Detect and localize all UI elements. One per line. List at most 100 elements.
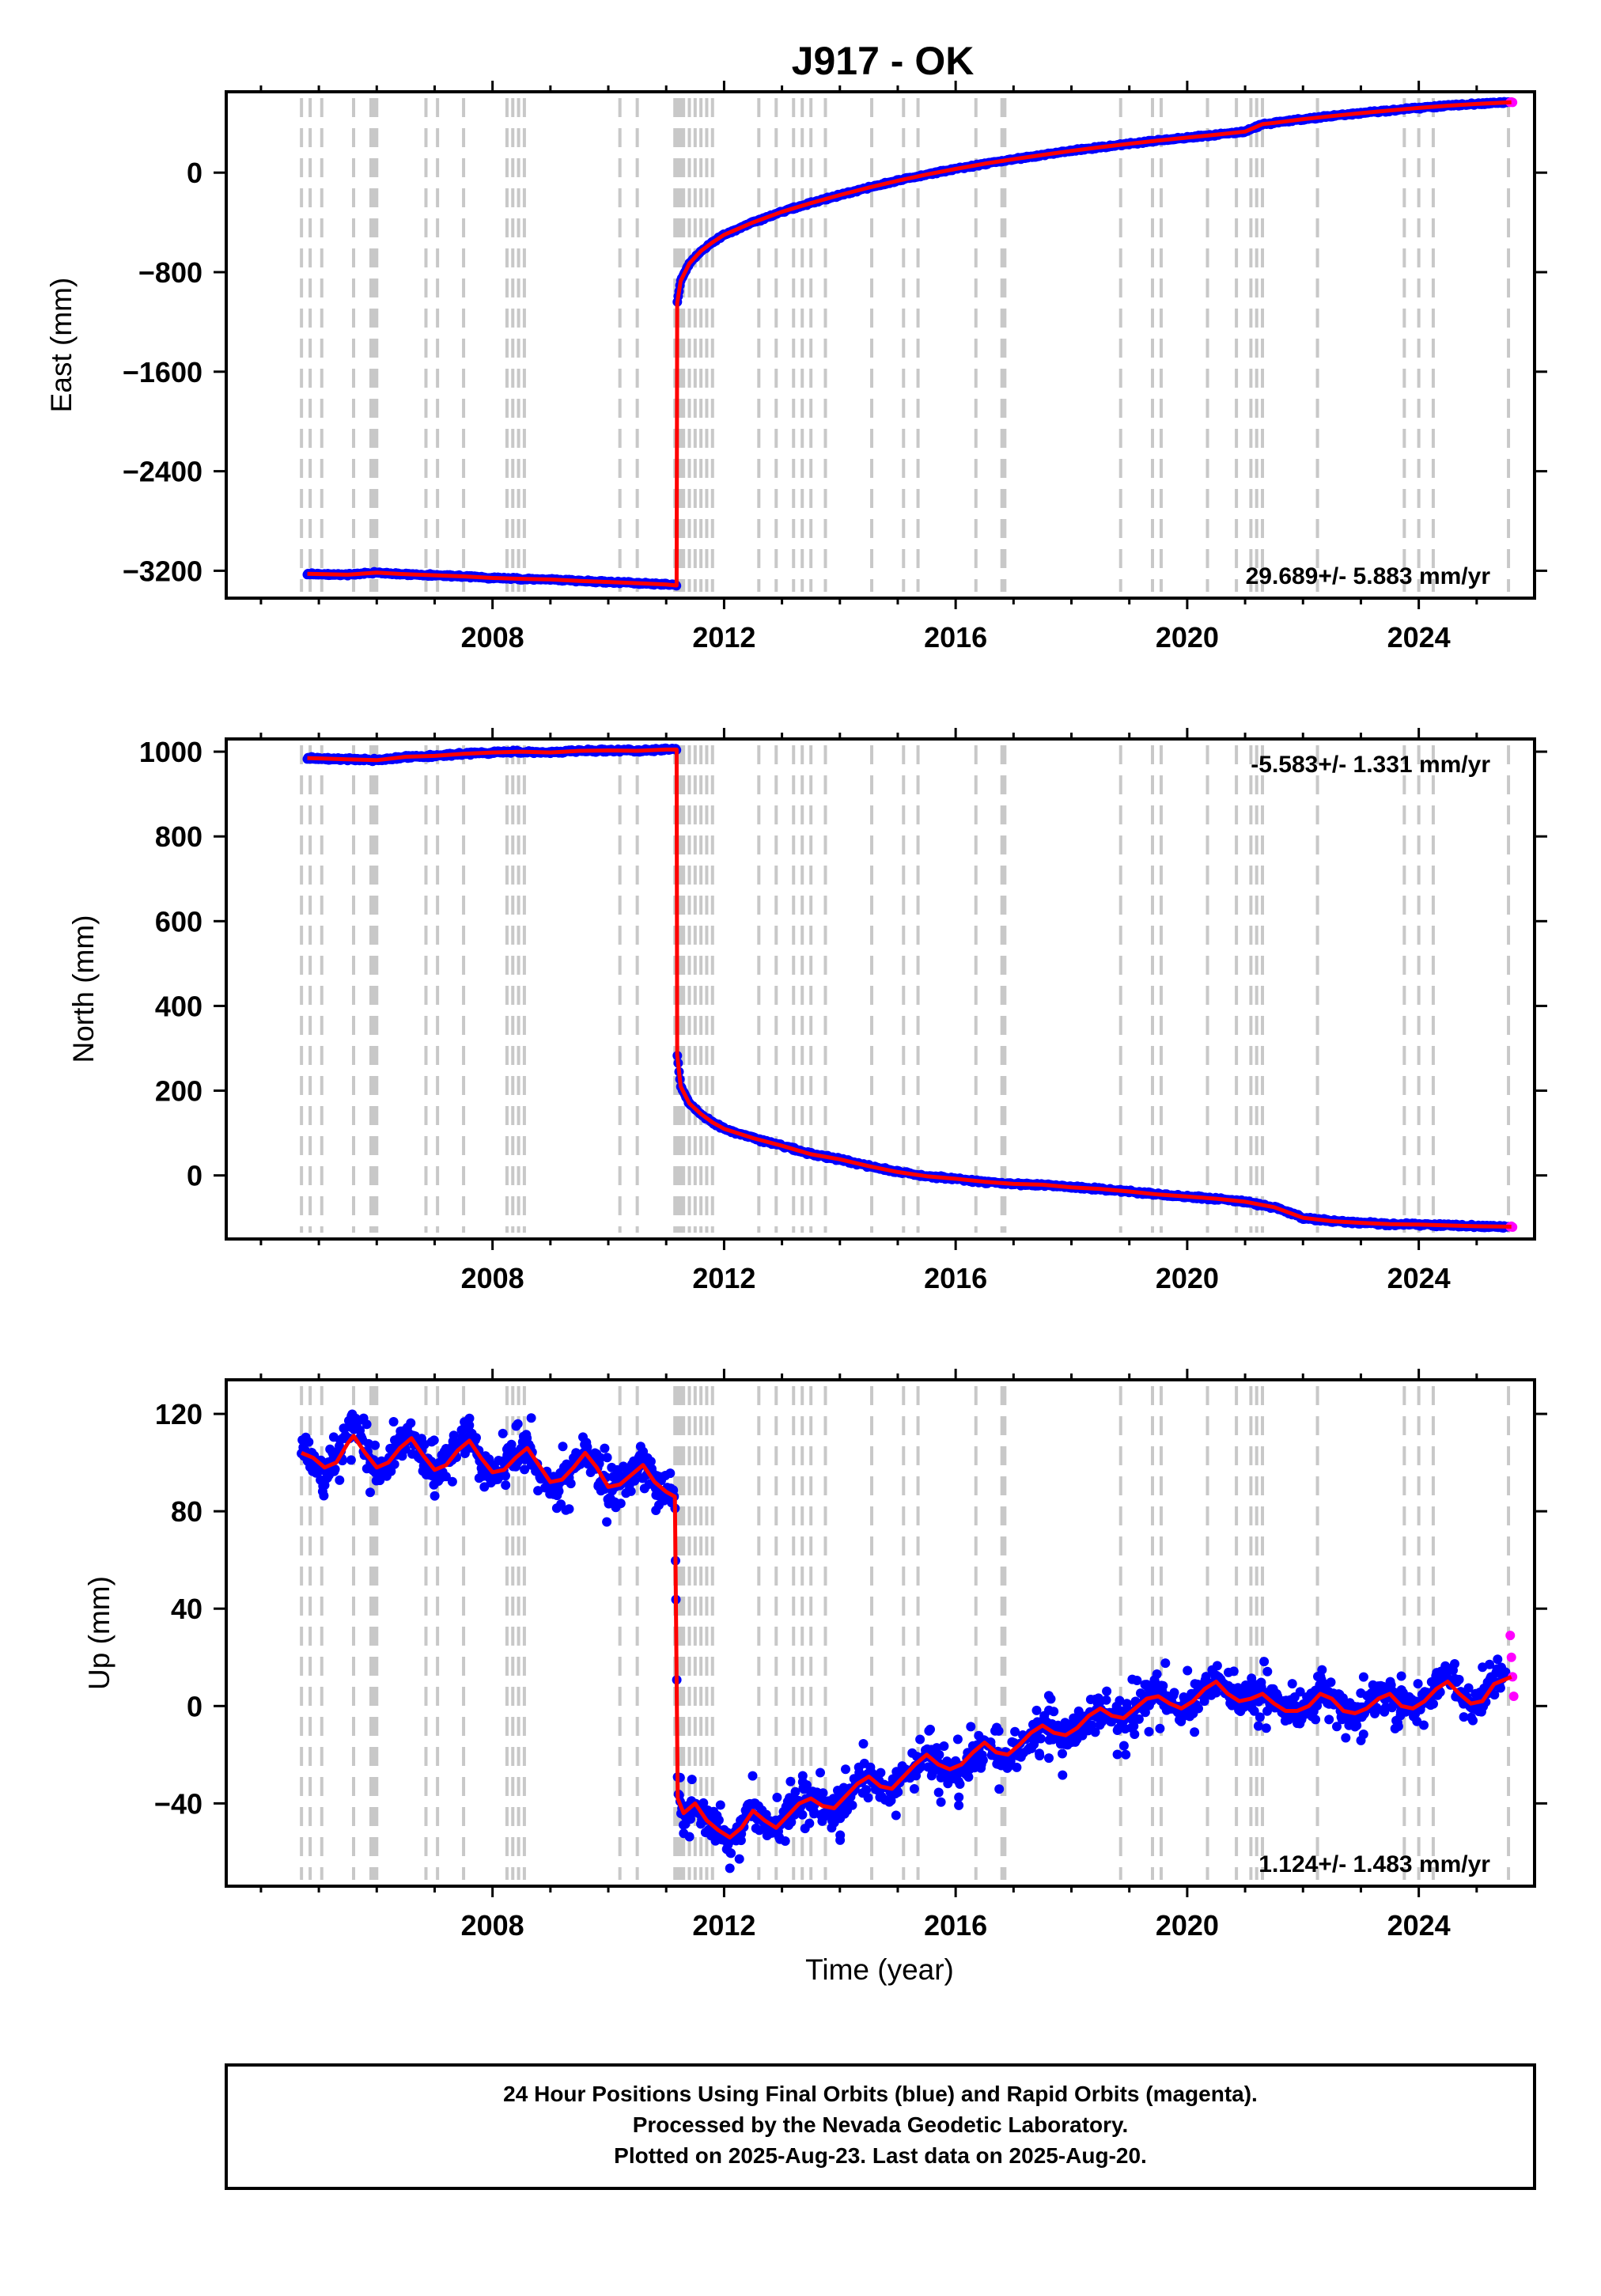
- y-tick-label: 800: [155, 820, 202, 853]
- plot-frame: [225, 90, 1536, 600]
- data-point: [704, 1806, 714, 1817]
- data-point: [365, 1487, 375, 1498]
- data-point: [954, 1776, 963, 1786]
- data-point: [725, 1863, 735, 1874]
- data-point: [772, 1792, 782, 1802]
- data-point: [638, 1473, 648, 1483]
- data-point: [853, 1762, 864, 1772]
- model-fit-line: [301, 1434, 1512, 1839]
- y-tick-label: −3200: [123, 555, 202, 587]
- data-point: [766, 1828, 775, 1838]
- data-point: [1058, 1770, 1068, 1780]
- data-point: [916, 1762, 926, 1771]
- data-point: [734, 1854, 744, 1864]
- data-point: [370, 1440, 380, 1450]
- data-point: [1495, 1683, 1505, 1693]
- data-point: [614, 1472, 624, 1483]
- data-point: [551, 1503, 562, 1514]
- data-point: [555, 1468, 566, 1478]
- data-point: [1454, 1674, 1464, 1684]
- data-point: [971, 1756, 982, 1766]
- data-point: [1121, 1749, 1131, 1760]
- data-point: [602, 1453, 612, 1463]
- x-tick-label: 2008: [461, 1262, 524, 1294]
- x-tick-label: 2020: [1156, 1909, 1219, 1942]
- data-point: [1358, 1672, 1368, 1682]
- rate-label: 29.689+/- 5.883 mm/yr: [1246, 563, 1491, 589]
- data-point: [863, 1793, 873, 1803]
- data-point: [1262, 1706, 1272, 1716]
- data-point: [1501, 1667, 1511, 1677]
- x-tick-label: 2012: [692, 1909, 755, 1942]
- data-point: [1169, 1688, 1179, 1698]
- data-point: [909, 1784, 919, 1794]
- y-tick-label: 1000: [139, 736, 202, 768]
- data-point: [600, 1443, 610, 1453]
- data-point: [1183, 1665, 1193, 1676]
- data-point: [1413, 1679, 1423, 1689]
- x-tick-label: 2024: [1387, 1909, 1451, 1942]
- data-point: [1419, 1720, 1429, 1730]
- data-point: [818, 1788, 828, 1798]
- data-point: [736, 1836, 746, 1846]
- data-point: [1396, 1671, 1406, 1681]
- footer-line-3: Plotted on 2025-Aug-23. Last data on 202…: [614, 2143, 1147, 2168]
- x-tick-label: 2020: [1156, 621, 1219, 654]
- data-point: [1284, 1714, 1294, 1725]
- data-point: [847, 1800, 857, 1810]
- data-point: [1253, 1721, 1263, 1731]
- data-point: [501, 1480, 511, 1491]
- data-point: [441, 1472, 451, 1482]
- data-point: [501, 1471, 510, 1481]
- data-point: [1190, 1727, 1200, 1737]
- data-point: [1126, 1722, 1137, 1733]
- y-tick-label: −800: [138, 256, 202, 289]
- data-point: [1118, 1741, 1129, 1751]
- data-point: [527, 1460, 536, 1470]
- data-point: [1311, 1714, 1321, 1725]
- data-point: [929, 1765, 939, 1775]
- data-point: [533, 1486, 543, 1496]
- data-point: [797, 1809, 808, 1820]
- data-point: [319, 1491, 329, 1501]
- data-point: [936, 1797, 946, 1807]
- x-tick-label: 2008: [461, 1909, 524, 1942]
- x-axis-label: Time (year): [805, 1953, 954, 1986]
- data-point: [498, 1428, 508, 1438]
- data-point: [660, 1471, 671, 1480]
- data-point: [615, 1498, 626, 1509]
- data-point: [1247, 1673, 1257, 1684]
- x-tick-label: 2008: [461, 621, 524, 654]
- data-point: [407, 1449, 418, 1459]
- data-point: [1140, 1707, 1150, 1718]
- data-point: [1493, 1654, 1503, 1665]
- x-tick-label: 2016: [924, 621, 987, 654]
- data-point: [886, 1795, 896, 1805]
- data-point: [558, 1442, 568, 1452]
- data-point: [545, 1489, 555, 1499]
- model-fit-line: [307, 100, 1512, 588]
- data-point: [464, 1413, 475, 1423]
- data-point: [809, 1809, 819, 1819]
- data-point: [1161, 1705, 1171, 1715]
- data-point: [406, 1418, 416, 1428]
- footer-frame: [225, 2063, 1536, 2190]
- data-point: [1010, 1726, 1020, 1737]
- data-point: [520, 1464, 530, 1475]
- data-point: [1261, 1723, 1271, 1733]
- rapid-orbit-point: [1506, 1652, 1516, 1662]
- data-point: [715, 1800, 725, 1810]
- data-point: [1259, 1657, 1270, 1667]
- data-point: [748, 1771, 758, 1781]
- data-point: [1234, 1700, 1244, 1711]
- data-point: [1101, 1695, 1111, 1705]
- plot-frame: [225, 1378, 1536, 1888]
- data-point: [679, 1820, 688, 1830]
- data-point: [907, 1748, 918, 1758]
- data-point: [1341, 1733, 1351, 1743]
- data-point: [861, 1785, 872, 1795]
- data-point: [430, 1491, 440, 1501]
- data-point: [426, 1437, 437, 1447]
- data-point: [966, 1722, 976, 1732]
